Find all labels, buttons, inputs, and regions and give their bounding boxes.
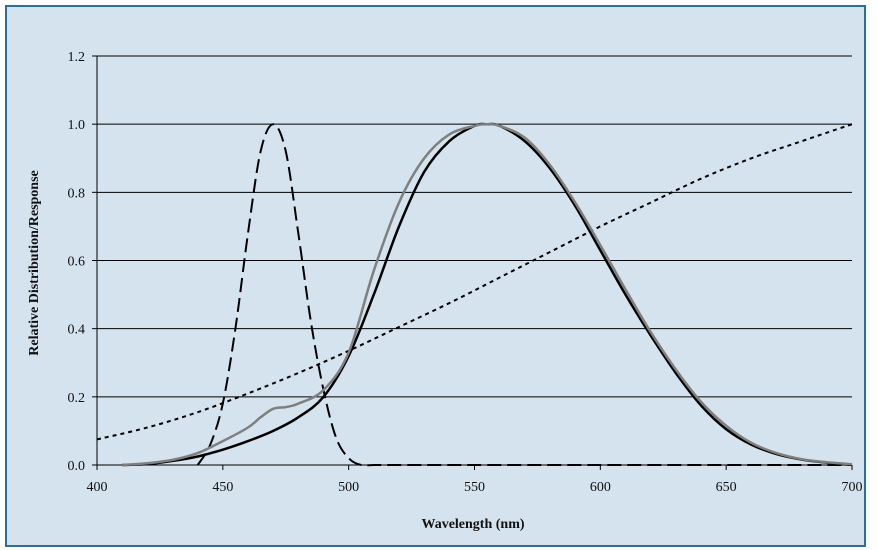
x-tick-label: 400 (87, 480, 108, 495)
x-tick-label: 600 (590, 480, 611, 495)
dashed-series-line (196, 123, 852, 467)
chart-frame (5, 5, 866, 547)
x-tick-label: 650 (716, 480, 737, 495)
y-tick-label: 0.8 (68, 186, 86, 201)
y-axis-title: Relative Distribution/Response (27, 170, 42, 356)
y-tick-label: 0.4 (68, 323, 86, 338)
x-tick-label: 700 (842, 480, 863, 495)
tick-labels: 0.0 0.2 0.4 0.6 0.8 1.0 1.2 400 450 500 550 600 650 7… (68, 50, 863, 495)
axes (92, 55, 853, 470)
y-tick-label: 0.2 (68, 391, 86, 406)
x-tick-label: 550 (464, 480, 485, 495)
y-tick-label: 0.0 (68, 459, 86, 474)
gray-solid-series-line (122, 122, 853, 467)
black-solid-series-line (122, 122, 853, 467)
dotted-series-line (96, 123, 853, 441)
x-tick-label: 500 (338, 480, 359, 495)
y-tick-label: 1.0 (68, 118, 86, 133)
grid-lines (97, 55, 852, 398)
y-tick-label: 0.6 (68, 255, 86, 270)
y-tick-label: 1.2 (68, 50, 86, 65)
series-lines (96, 122, 853, 467)
x-tick-label: 450 (212, 480, 233, 495)
x-axis-title: Wavelength (nm) (421, 517, 524, 532)
